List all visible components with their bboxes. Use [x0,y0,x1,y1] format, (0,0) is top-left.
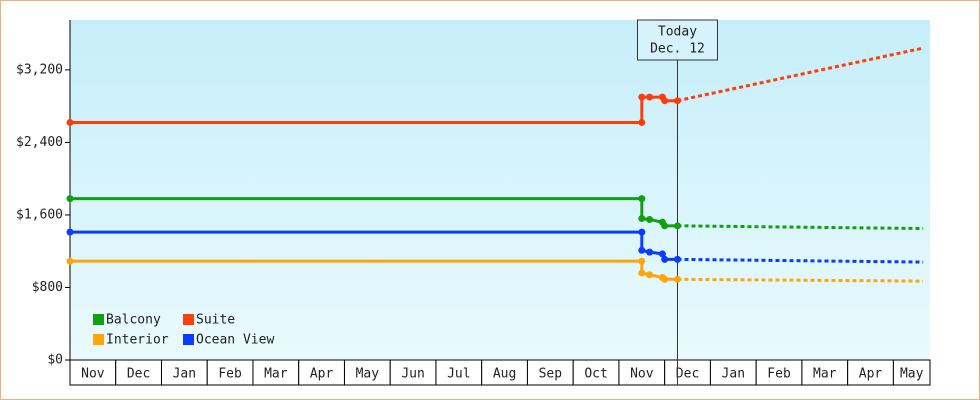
point [673,97,681,105]
x-tick-label: Mar [264,367,288,382]
x-tick-label: Aug [493,367,516,382]
x-tick-label: Dec [676,367,699,382]
month-cell [709,359,757,386]
point [638,93,646,101]
point [638,118,646,126]
legend-label: Interior [106,333,169,348]
point [646,248,654,256]
x-tick-label: Mar [813,367,837,382]
month-cell [115,359,162,386]
y-tick-label: $1,600 [16,207,63,222]
month-cell [298,359,345,386]
point [638,215,646,223]
y-tick-label: $3,200 [16,62,63,77]
x-tick-label: Apr [859,367,883,382]
legend-label: Balcony [106,313,161,328]
plot-area [70,20,930,360]
month-cell [892,359,931,386]
point [638,246,646,254]
x-tick-label: Jul [447,367,470,382]
point [661,275,669,283]
y-tick-label: $800 [32,280,63,295]
point [638,228,646,236]
x-tick-label: Jun [401,367,424,382]
forecast-line [677,277,924,283]
month-cell [664,359,711,386]
x-tick-label: Jan [722,367,745,382]
annotation: Dec. 12 [650,42,705,57]
point [673,275,681,283]
legend-swatch [93,334,104,345]
point [66,195,74,203]
x-tick-label: Sep [539,367,563,382]
forecast-line [677,224,924,231]
point [661,222,669,230]
x-tick-label: Dec [127,367,150,382]
month-cell [847,359,894,386]
point [646,93,654,101]
point [638,195,646,203]
x-tick-label: Nov [630,367,654,382]
y-tick-label: $0 [47,353,63,368]
x-tick-label: Apr [310,367,334,382]
point [646,215,654,223]
legend-swatch [93,314,104,325]
x-tick-label: May [900,367,924,382]
x-tick-label: Nov [81,367,105,382]
month-cell [389,359,437,386]
x-tick-label: Jan [173,367,196,382]
legend-label: Suite [196,313,235,328]
x-tick-label: Oct [584,367,607,382]
annotation: Today [658,25,697,40]
point [646,271,654,279]
legend-swatch [183,314,194,325]
point [66,257,74,265]
month-cell [206,359,254,386]
point [638,257,646,265]
legend-swatch [183,334,194,345]
month-cell [481,359,528,386]
x-tick-label: Feb [767,367,791,382]
y-tick-label: $2,400 [16,135,63,150]
point [66,118,74,126]
month-cell [572,359,620,386]
point [658,250,666,258]
today-box [636,19,718,61]
point [661,97,669,105]
point [661,255,669,263]
forecast-line [677,257,924,264]
month-cell [801,359,849,386]
point [673,222,681,230]
legend-label: Ocean View [196,333,274,348]
x-tick-label: May [356,367,380,382]
point [673,255,681,263]
x-tick-label: Feb [218,367,242,382]
point [66,228,74,236]
point [638,269,646,277]
